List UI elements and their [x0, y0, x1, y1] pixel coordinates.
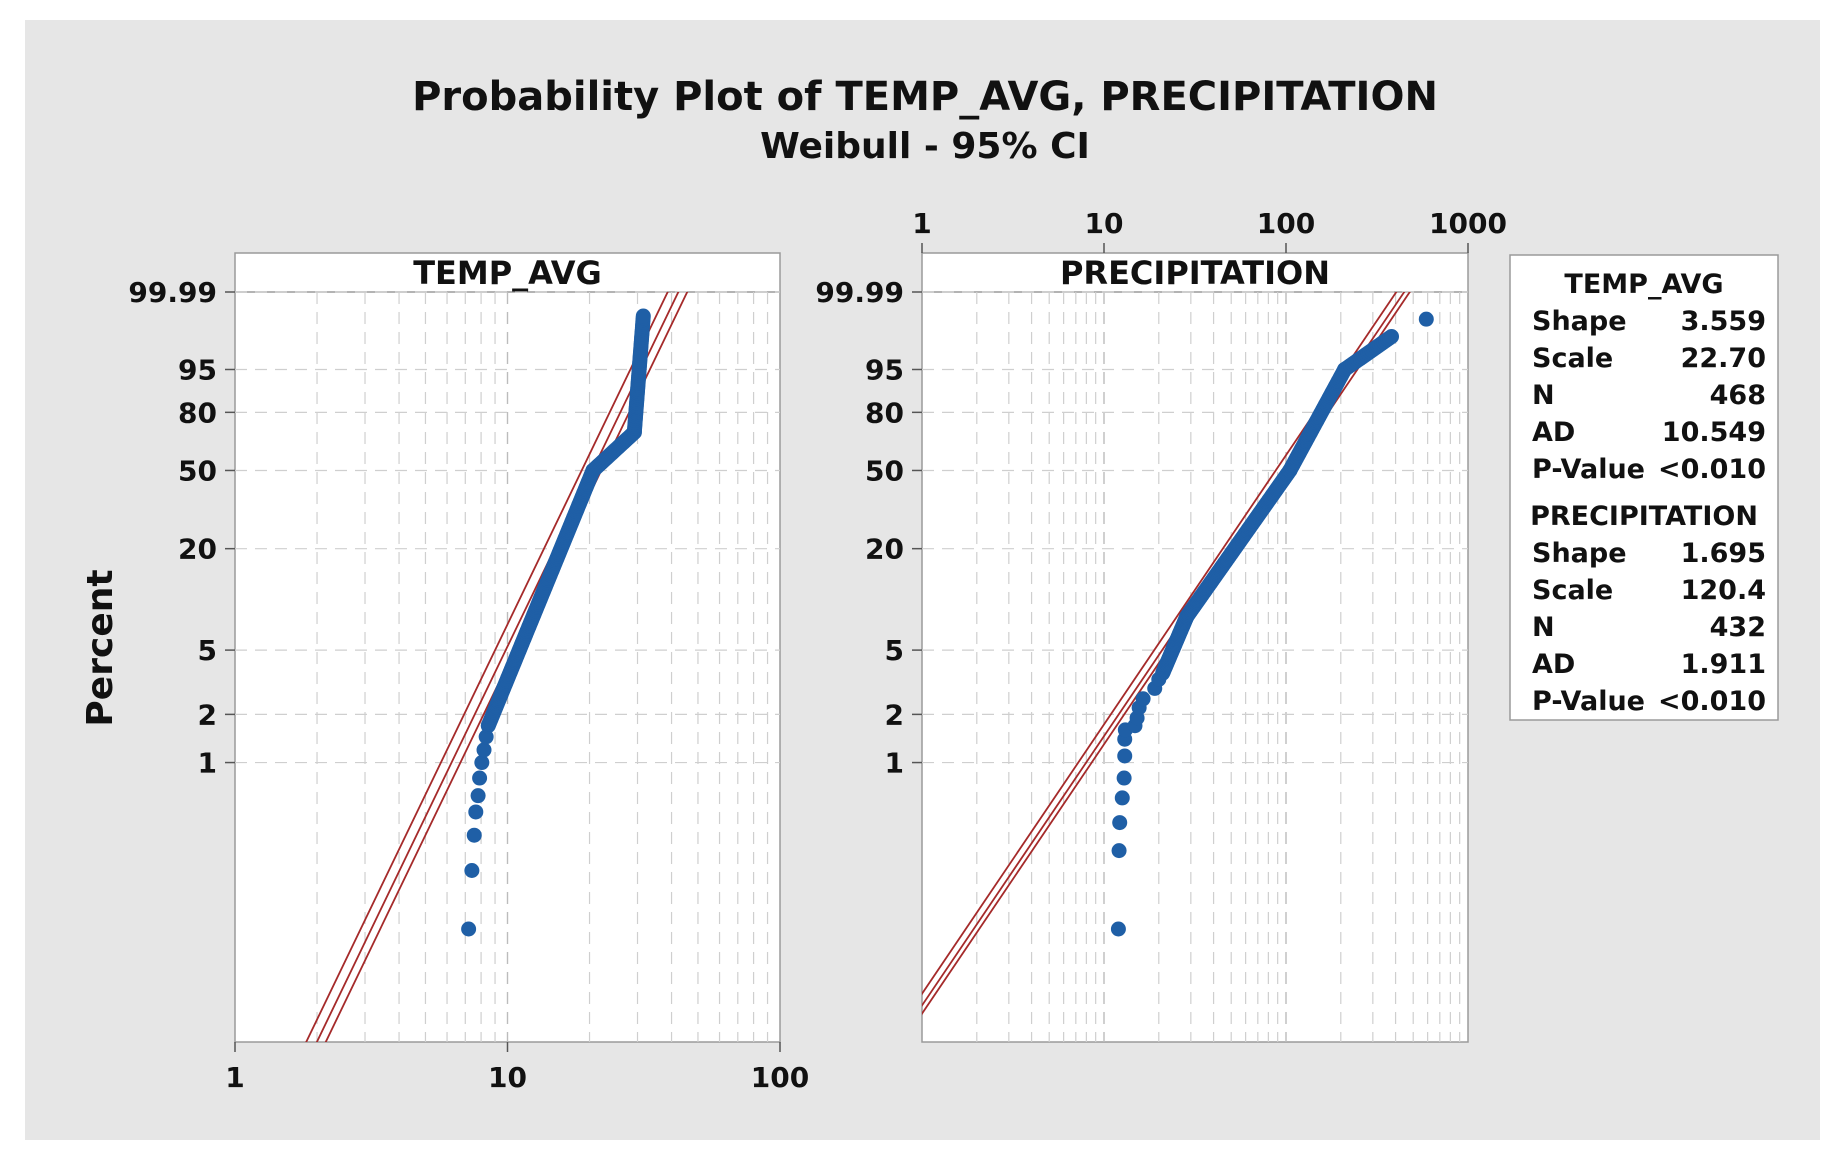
- panel-title: TEMP_AVG: [413, 254, 602, 292]
- data-point: [1117, 748, 1133, 764]
- data-point: [470, 788, 486, 804]
- legend: TEMP_AVG Shape 3.559 Scale 22.70 N 468 AD 10.549…: [1509, 254, 1779, 721]
- legend-stat-value: 1.911: [1681, 649, 1766, 680]
- data-point: [1112, 815, 1128, 831]
- legend-stat-label: N: [1532, 612, 1555, 643]
- panel-precipitation: PRECIPITATION 99.99 95 80 50 20 5 2 1 1 10 100 1000: [815, 207, 1507, 1043]
- legend-group-title: PRECIPITATION: [1530, 501, 1758, 532]
- y-tick-label: 5: [198, 634, 217, 667]
- legend-stat-label: AD: [1532, 417, 1575, 448]
- y-tick-label: 95: [865, 353, 904, 386]
- x-tick-label: 1: [225, 1061, 244, 1094]
- legend-stat-label: P-Value: [1532, 686, 1645, 717]
- legend-stat-value: 432: [1710, 612, 1766, 643]
- y-tick-label: 2: [885, 698, 904, 731]
- legend-stat-value: 10.549: [1662, 417, 1766, 448]
- legend-stat-value: 1.695: [1681, 538, 1766, 569]
- y-tick-label: 80: [178, 396, 217, 429]
- legend-stat-value: 468: [1710, 380, 1766, 411]
- data-point: [1114, 790, 1130, 806]
- data-point: [1116, 770, 1132, 786]
- data-point: [1111, 843, 1127, 859]
- data-point: [472, 770, 488, 786]
- chart-title: Probability Plot of TEMP_AVG, PRECIPITAT…: [412, 74, 1438, 120]
- ci-upper-line: [922, 292, 1411, 1016]
- y-tick-label: 99.99: [128, 276, 217, 309]
- legend-stat-value: 3.559: [1681, 306, 1766, 337]
- data-point: [1418, 311, 1434, 327]
- y-tick-label: 2: [198, 698, 217, 731]
- y-tick-label: 1: [198, 747, 217, 780]
- legend-box: [1509, 254, 1779, 721]
- y-tick-label: 50: [865, 454, 904, 487]
- data-point: [1384, 329, 1400, 345]
- panel-title: PRECIPITATION: [1060, 254, 1330, 292]
- data-points: [461, 308, 651, 937]
- y-tick-label: 1: [885, 747, 904, 780]
- plot-area: [921, 252, 1469, 1043]
- x-tick-label: 1000: [1429, 207, 1507, 240]
- x-tick-label: 10: [1085, 207, 1124, 240]
- data-points: [1110, 311, 1434, 937]
- panel-temp-avg: TEMP_AVG 99.99 95 80 50 20 5 2 1 1 10 100: [128, 252, 809, 1094]
- legend-stat-label: Shape: [1532, 538, 1627, 569]
- x-tick-label: 100: [1257, 207, 1315, 240]
- data-point: [464, 862, 480, 878]
- x-tick-label: 100: [751, 1061, 809, 1094]
- data-point: [461, 921, 477, 937]
- y-tick-label: 20: [178, 533, 217, 566]
- x-tick-label: 10: [488, 1061, 527, 1094]
- ci-lower-line: [305, 292, 669, 1042]
- y-tick-label: 80: [865, 396, 904, 429]
- data-point: [476, 742, 492, 758]
- legend-stat-label: Shape: [1532, 306, 1627, 337]
- chart-subtitle: Weibull - 95% CI: [760, 126, 1090, 167]
- y-tick-label: 50: [178, 454, 217, 487]
- data-point: [468, 804, 484, 820]
- y-tick-label: 5: [885, 634, 904, 667]
- legend-stat-label: P-Value: [1532, 454, 1645, 485]
- legend-group-title: TEMP_AVG: [1564, 269, 1723, 300]
- legend-stat-label: Scale: [1532, 575, 1613, 606]
- data-point: [466, 827, 482, 843]
- legend-stat-value: 120.4: [1681, 575, 1766, 606]
- legend-stat-value: <0.010: [1658, 686, 1766, 717]
- legend-stat-label: Scale: [1532, 343, 1613, 374]
- x-tick-label: 1: [912, 207, 931, 240]
- data-point: [1110, 921, 1126, 937]
- y-tick-label: 99.99: [815, 276, 904, 309]
- legend-stat-value: <0.010: [1658, 454, 1766, 485]
- y-axis-label: Percent: [80, 569, 121, 726]
- legend-stat-label: AD: [1532, 649, 1575, 680]
- y-tick-label: 95: [178, 353, 217, 386]
- y-tick-label: 20: [865, 533, 904, 566]
- data-point: [1135, 691, 1151, 707]
- data-point: [474, 755, 490, 771]
- legend-stat-label: N: [1532, 380, 1555, 411]
- legend-stat-value: 22.70: [1681, 343, 1766, 374]
- data-point: [635, 308, 651, 324]
